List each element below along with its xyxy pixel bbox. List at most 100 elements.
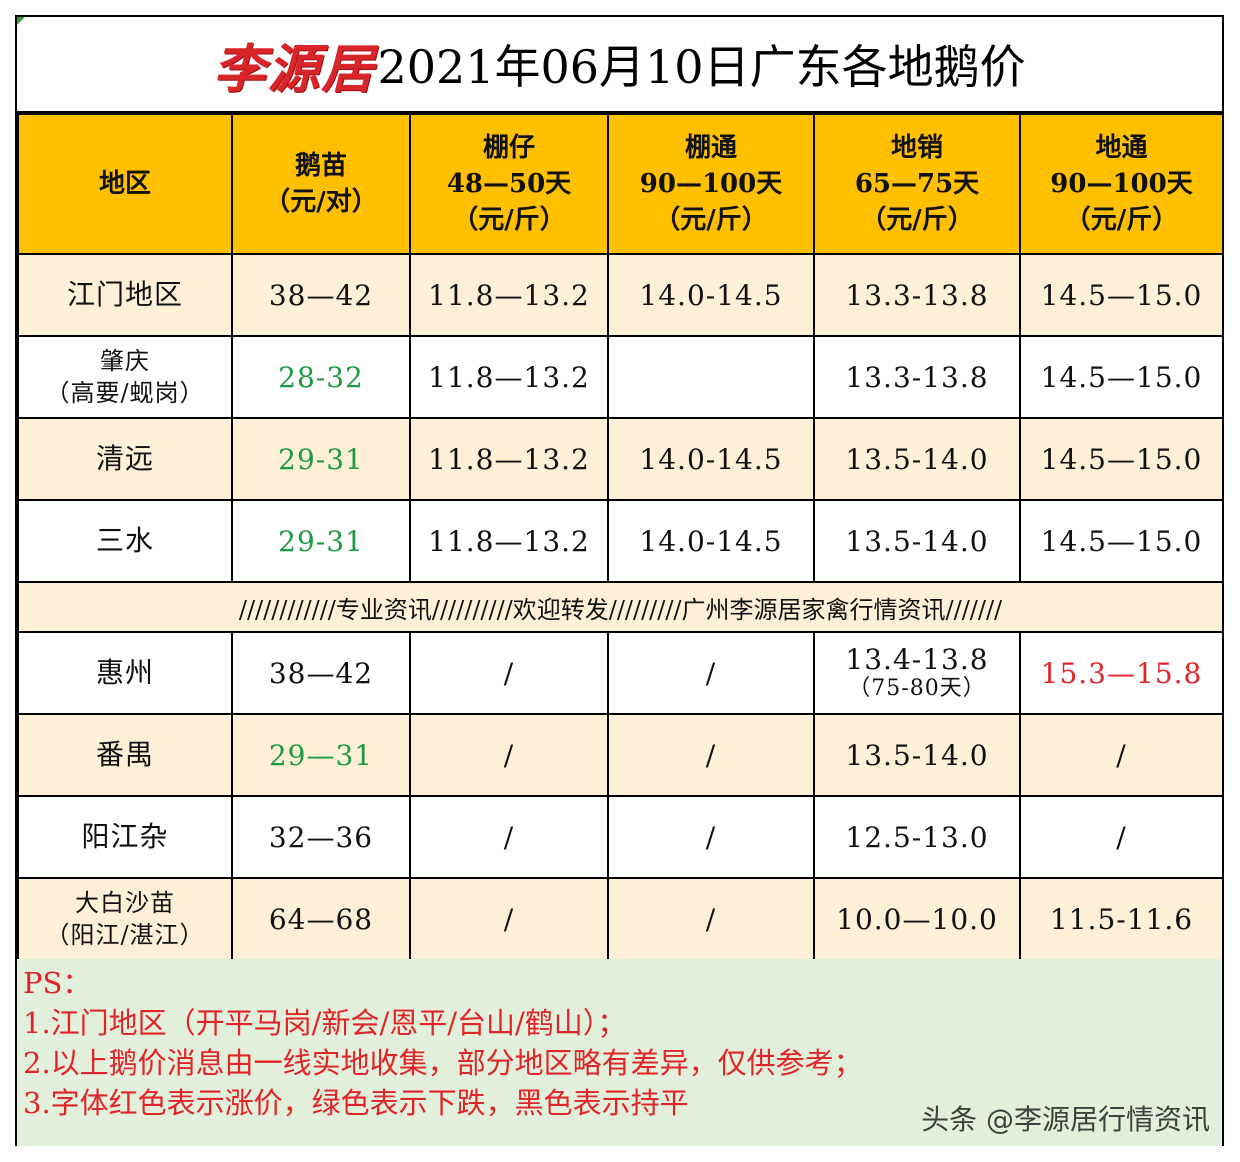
brand-logo: 李源居: [213, 38, 376, 100]
column-header-line: 地区: [98, 169, 151, 199]
ditong-price-cell: /: [1019, 795, 1224, 879]
column-header-line: 棚仔: [482, 133, 535, 163]
region-label: 三水: [95, 524, 154, 557]
table-row: 肇庆 （高要/蚬岗） 28-32 11.8—13.2 13.3-13.8 14.5—15.…: [17, 335, 1224, 419]
ditong-price-cell: 15.3—15.8: [1019, 631, 1224, 715]
column-header-line: （元/斤）: [452, 205, 566, 235]
header-row: 地区 鹅苗 （元/对） 棚仔 48—50天 （元/斤） 棚通 90—100天 （元/斤） 地销 65…: [17, 113, 1224, 255]
column-header-line: 鹅苗: [294, 151, 347, 181]
gosling-price-cell: 28-32: [231, 335, 411, 419]
region-label: 肇庆: [100, 347, 150, 375]
page-title: 2021年06月10日广东各地鹅价: [377, 40, 1026, 94]
pengzai-price-cell: 11.8—13.2: [409, 335, 609, 419]
pengtong-price-cell: /: [607, 877, 815, 961]
pengtong-price-cell: 14.0-14.5: [607, 499, 815, 583]
table-row: 阳江杂 32—36//12.5-13.0/: [17, 795, 1224, 879]
pengtong-price-cell: /: [607, 713, 815, 797]
column-header-line: 地销: [890, 133, 943, 163]
notes-heading: PS：: [23, 966, 92, 1000]
gosling-price-cell: 29-31: [231, 417, 411, 501]
ditong-price-cell: 14.5—15.0: [1019, 417, 1224, 501]
region-cell: 清远: [17, 417, 233, 501]
column-header-line: 65—75天: [854, 169, 980, 199]
region-cell: 阳江杂: [17, 795, 233, 879]
banner-row: ////////////专业资讯//////////欢迎转发/////////广…: [17, 581, 1224, 633]
pengtong-price-cell: /: [607, 795, 815, 879]
pengtong-price-cell: [607, 335, 815, 419]
pengtong-price-cell: 14.0-14.5: [607, 253, 815, 337]
gosling-price-cell: 38—42: [231, 253, 411, 337]
column-header-line: 90—100天: [639, 169, 783, 199]
column-header: 地区: [17, 113, 233, 255]
table-row: 三水 29-31 11.8—13.2 14.0-14.5 13.5-14.0 14.5—1…: [17, 499, 1224, 583]
column-header-line: 48—50天: [446, 169, 572, 199]
pengtong-price-cell: 14.0-14.5: [607, 417, 815, 501]
watermark: 头条 @李源居行情资讯: [921, 1103, 1210, 1136]
dixiao-price-cell: 13.5-14.0: [813, 417, 1021, 501]
notes-panel: PS： 1.江门地区（开平马岗/新会/恩平/台山/鹤山）； 2.以上鹅价消息由一…: [17, 959, 1222, 1146]
table-row: 惠州 38—42//13.4-13.8 （75-80天） 15.3—15.8: [17, 631, 1224, 715]
column-header: 地通 90—100天 （元/斤）: [1019, 113, 1224, 255]
table-row: 清远 29-31 11.8—13.2 14.0-14.5 13.5-14.0 14.5—1…: [17, 417, 1224, 501]
region-label: 大白沙苗: [75, 889, 175, 917]
dixiao-price-cell: 12.5-13.0: [813, 795, 1021, 879]
dixiao-price-cell: 13.5-14.0: [813, 499, 1021, 583]
column-header-line: （元/斤）: [860, 205, 974, 235]
column-header-line: 棚通: [684, 133, 737, 163]
ditong-price-cell: 11.5-11.6: [1019, 877, 1224, 961]
note-line-2: 2.以上鹅价消息由一线实地收集，部分地区略有差异，仅供参考；: [23, 1046, 863, 1080]
banner-text: ////////////专业资讯//////////欢迎转发/////////广…: [17, 581, 1224, 633]
dixiao-price-cell: 13.3-13.8: [813, 335, 1021, 419]
column-header: 棚通 90—100天 （元/斤）: [607, 113, 815, 255]
column-header-line: 地通: [1095, 133, 1148, 163]
region-cell: 肇庆 （高要/蚬岗）: [17, 335, 233, 419]
corner-marker: [17, 17, 25, 25]
pengtong-price-cell: /: [607, 631, 815, 715]
dixiao-price-cell: 13.5-14.0: [813, 713, 1021, 797]
gosling-price-cell: 29—31: [231, 713, 411, 797]
region-label: 阳江杂: [81, 820, 169, 853]
region-cell: 惠州: [17, 631, 233, 715]
region-label: 清远: [95, 442, 154, 475]
pengzai-price-cell: /: [409, 631, 609, 715]
note-line-1: 1.江门地区（开平马岗/新会/恩平/台山/鹤山）；: [23, 1006, 627, 1040]
gosling-price-cell: 29-31: [231, 499, 411, 583]
column-header-line: 90—100天: [1050, 169, 1193, 199]
region-label: 番禺: [95, 738, 154, 771]
price-sheet: 李源居 2021年06月10日广东各地鹅价 地区 鹅苗 （元/对） 棚仔 48—50天 （…: [15, 15, 1224, 1146]
price-table: 地区 鹅苗 （元/对） 棚仔 48—50天 （元/斤） 棚通 90—100天 （元/斤） 地销 65…: [17, 113, 1224, 961]
pengzai-price-cell: /: [409, 877, 609, 961]
column-header: 地销 65—75天 （元/斤）: [813, 113, 1021, 255]
note-line-3: 3.字体红色表示涨价，绿色表示下跌，黑色表示持平: [23, 1086, 689, 1120]
ditong-price-cell: /: [1019, 713, 1224, 797]
pengzai-price-cell: 11.8—13.2: [409, 499, 609, 583]
dixiao-price-cell: 13.4-13.8 （75-80天）: [813, 631, 1021, 715]
pengzai-price-cell: /: [409, 795, 609, 879]
gosling-price-cell: 64—68: [231, 877, 411, 961]
pengzai-price-cell: 11.8—13.2: [409, 417, 609, 501]
column-header-line: （元/对）: [264, 187, 378, 217]
pengzai-price-cell: /: [409, 713, 609, 797]
region-cell: 三水: [17, 499, 233, 583]
table-row: 大白沙苗 （阳江/湛江） 64—68//10.0—10.0 11.5-11.6: [17, 877, 1224, 961]
region-cell: 江门地区: [17, 253, 233, 337]
dixiao-age-note: （75-80天）: [848, 676, 986, 701]
ditong-price-cell: 14.5—15.0: [1019, 253, 1224, 337]
title-bar: 李源居 2021年06月10日广东各地鹅价: [17, 17, 1222, 113]
table-row: 番禺 29—31//13.5-14.0/: [17, 713, 1224, 797]
region-cell: 大白沙苗 （阳江/湛江）: [17, 877, 233, 961]
dixiao-price-cell: 13.3-13.8: [813, 253, 1021, 337]
column-header-line: （元/斤）: [1064, 205, 1179, 235]
ditong-price-cell: 14.5—15.0: [1019, 335, 1224, 419]
pengzai-price-cell: 11.8—13.2: [409, 253, 609, 337]
region-label: （阳江/湛江）: [45, 921, 205, 949]
dixiao-price: 13.4-13.8: [845, 643, 989, 676]
region-label: 江门地区: [66, 278, 183, 311]
table-row: 江门地区 38—42 11.8—13.2 14.0-14.5 13.3-13.8 14.5…: [17, 253, 1224, 337]
ditong-price-cell: 14.5—15.0: [1019, 499, 1224, 583]
column-header: 棚仔 48—50天 （元/斤）: [409, 113, 609, 255]
column-header-line: （元/斤）: [654, 205, 768, 235]
gosling-price-cell: 38—42: [231, 631, 411, 715]
column-header: 鹅苗 （元/对）: [231, 113, 411, 255]
region-label: （高要/蚬岗）: [45, 379, 205, 407]
